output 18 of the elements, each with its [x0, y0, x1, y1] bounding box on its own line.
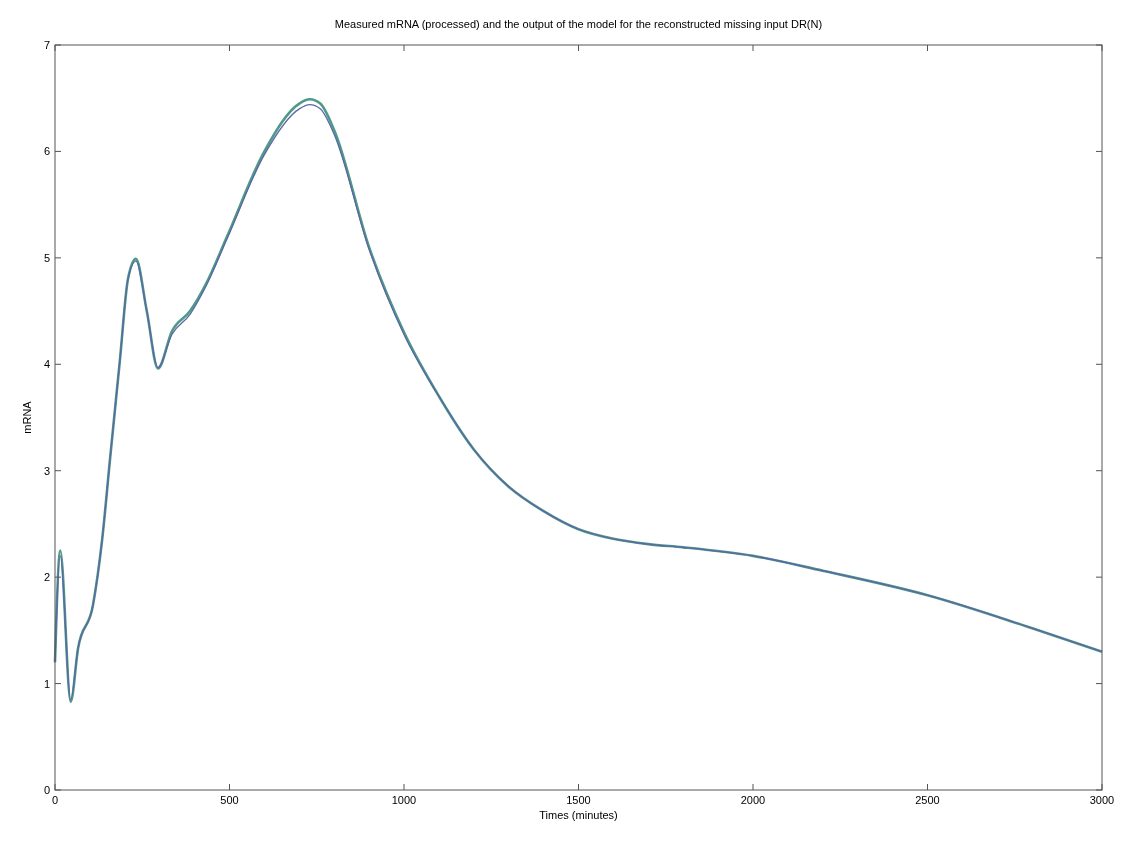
y-tick-label: 5 — [43, 251, 50, 264]
x-tick-label: 2000 — [740, 794, 766, 806]
x-tick-label: 500 — [220, 794, 239, 806]
chart-title: Measured mRNA (processed) and the output of the model for the reconstructed missing input DR(N) — [334, 18, 823, 30]
y-tick-label: 2 — [43, 571, 50, 584]
y-tick-label: 3 — [43, 464, 50, 477]
x-tick-label: 0 — [51, 794, 59, 806]
y-tick-label: 4 — [43, 358, 50, 371]
x-tick-label: 3000 — [1089, 794, 1115, 806]
x-tick-label: 1000 — [391, 794, 417, 806]
y-tick-label: 0 — [43, 784, 50, 796]
y-tick-label: 7 — [43, 39, 50, 51]
y-tick-label: 6 — [43, 145, 50, 158]
x-axis-title: Times (minutes) — [539, 809, 618, 821]
y-tick-label: 1 — [43, 677, 50, 690]
x-tick-label: 1500 — [566, 794, 591, 806]
x-tick-label: 2500 — [915, 794, 940, 806]
y-axis-title: mRNA — [21, 400, 33, 434]
